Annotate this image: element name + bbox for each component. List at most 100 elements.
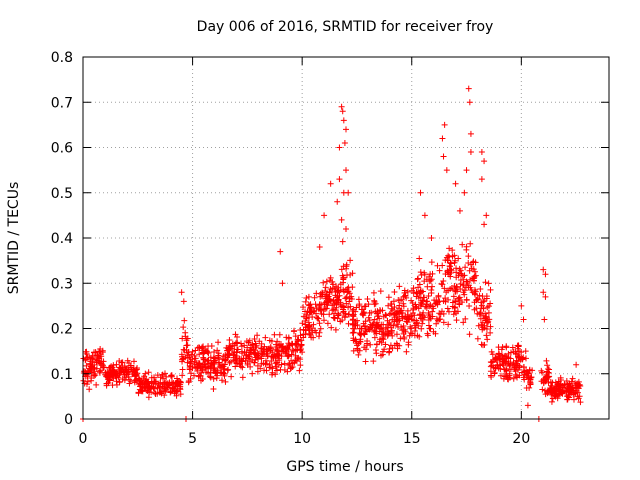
data-point (409, 310, 416, 317)
data-point (440, 153, 447, 160)
data-point (474, 335, 481, 342)
data-point (96, 348, 103, 355)
data-point (215, 339, 222, 346)
data-point (232, 363, 239, 370)
data-point (142, 370, 149, 377)
data-point (539, 369, 546, 376)
data-point (548, 388, 555, 395)
data-point (320, 317, 327, 324)
data-point (367, 341, 374, 348)
x-tick-label: 5 (188, 431, 197, 447)
data-point (227, 343, 234, 350)
data-point (154, 384, 161, 391)
data-point (421, 212, 428, 219)
data-point (479, 293, 486, 300)
data-point (239, 350, 246, 357)
data-point (302, 298, 309, 305)
data-point (463, 278, 470, 285)
data-point (374, 313, 381, 320)
data-point (279, 280, 286, 287)
data-point (315, 315, 322, 322)
data-point (462, 315, 469, 322)
data-point (371, 334, 378, 341)
data-point (200, 354, 207, 361)
data-point (520, 364, 527, 371)
data-point (316, 244, 323, 251)
data-point (466, 303, 473, 310)
data-point (330, 314, 337, 321)
data-point (478, 149, 485, 156)
data-point (258, 353, 265, 360)
data-point (475, 295, 482, 302)
data-point (103, 380, 110, 387)
x-tick-label: 0 (79, 431, 88, 447)
data-point (509, 344, 516, 351)
data-point (307, 304, 314, 311)
data-point (300, 304, 307, 311)
data-point (266, 337, 273, 344)
data-point (429, 303, 436, 310)
data-point (415, 275, 422, 282)
data-point (548, 398, 555, 405)
data-point (374, 322, 381, 329)
data-point (403, 348, 410, 355)
data-point (288, 364, 295, 371)
data-point (479, 342, 486, 349)
x-tick-label: 10 (293, 431, 311, 447)
data-point (455, 255, 462, 262)
data-point (241, 342, 248, 349)
data-point (526, 384, 533, 391)
data-point (306, 307, 313, 314)
data-point (453, 269, 460, 276)
data-point (109, 368, 116, 375)
data-point (380, 321, 387, 328)
data-point (253, 354, 260, 361)
data-point (541, 316, 548, 323)
data-point (440, 278, 447, 285)
data-point (287, 365, 294, 372)
data-point (400, 300, 407, 307)
data-point (481, 158, 488, 165)
data-point (311, 294, 318, 301)
data-point (300, 331, 307, 338)
data-point (281, 360, 288, 367)
data-point (300, 334, 307, 341)
data-point (99, 349, 106, 356)
data-point (331, 315, 338, 322)
data-point (172, 380, 179, 387)
data-point (80, 355, 87, 362)
data-point (391, 311, 398, 318)
data-point (148, 379, 155, 386)
data-point (203, 348, 210, 355)
data-point (463, 246, 470, 253)
data-point (127, 378, 134, 385)
data-point (433, 315, 440, 322)
data-point (247, 347, 254, 354)
data-point (522, 348, 529, 355)
data-point (340, 309, 347, 316)
data-point (278, 348, 285, 355)
data-point (324, 292, 331, 299)
data-point (408, 325, 415, 332)
data-point (445, 271, 452, 278)
data-point (401, 335, 408, 342)
data-point (83, 381, 90, 388)
data-point (244, 360, 251, 367)
data-point (350, 313, 357, 320)
y-tick-label: 0.6 (51, 141, 73, 157)
x-tick-label: 20 (512, 431, 530, 447)
data-point (565, 393, 572, 400)
data-point (178, 351, 185, 358)
data-point (483, 295, 490, 302)
data-point (323, 278, 330, 285)
data-point (459, 299, 466, 306)
data-point (391, 316, 398, 323)
data-point (394, 316, 401, 323)
data-point (273, 367, 280, 374)
data-point (225, 352, 232, 359)
data-point (336, 176, 343, 183)
data-point (351, 320, 358, 327)
data-point (371, 327, 378, 334)
data-point (329, 302, 336, 309)
